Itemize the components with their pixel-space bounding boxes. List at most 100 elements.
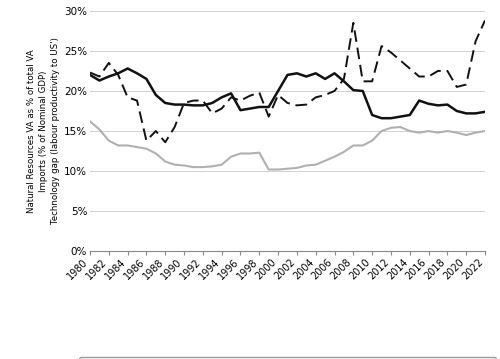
Import Propensity (Imports / GDP) bbox=[350, 21, 356, 25]
Technology Gap (productivity) bbox=[416, 130, 422, 135]
Import Propensity (Imports / GDP) bbox=[218, 106, 224, 111]
Natural Resources Value added intensity bbox=[218, 95, 224, 99]
Import Propensity (Imports / GDP) bbox=[398, 58, 404, 62]
Technology Gap (productivity) bbox=[181, 163, 187, 168]
Natural Resources Value added intensity bbox=[106, 74, 112, 79]
Technology Gap (productivity) bbox=[218, 163, 224, 167]
Technology Gap (productivity) bbox=[360, 143, 366, 148]
Legend: Natural Resources Value added intensity, Import Propensity (Imports / GDP), Tech: Natural Resources Value added intensity,… bbox=[79, 357, 496, 359]
Technology Gap (productivity) bbox=[190, 165, 196, 169]
Import Propensity (Imports / GDP) bbox=[200, 98, 206, 103]
Import Propensity (Imports / GDP) bbox=[322, 93, 328, 97]
Natural Resources Value added intensity bbox=[398, 115, 404, 119]
Import Propensity (Imports / GDP) bbox=[312, 95, 318, 99]
Import Propensity (Imports / GDP) bbox=[162, 140, 168, 144]
Natural Resources Value added intensity bbox=[294, 71, 300, 75]
Technology Gap (productivity) bbox=[472, 130, 478, 135]
Technology Gap (productivity) bbox=[407, 129, 413, 133]
Natural Resources Value added intensity bbox=[153, 93, 159, 97]
Natural Resources Value added intensity bbox=[284, 73, 290, 77]
Y-axis label: Natural Resources VA as % of total VA
Imports (% of Nominal GDP)
Technology gap : Natural Resources VA as % of total VA Im… bbox=[28, 38, 60, 224]
Technology Gap (productivity) bbox=[463, 133, 469, 137]
Technology Gap (productivity) bbox=[435, 130, 441, 135]
Import Propensity (Imports / GDP) bbox=[360, 79, 366, 84]
Technology Gap (productivity) bbox=[144, 146, 150, 151]
Natural Resources Value added intensity bbox=[350, 88, 356, 92]
Import Propensity (Imports / GDP) bbox=[181, 101, 187, 105]
Import Propensity (Imports / GDP) bbox=[284, 101, 290, 105]
Import Propensity (Imports / GDP) bbox=[388, 50, 394, 55]
Natural Resources Value added intensity bbox=[190, 103, 196, 108]
Natural Resources Value added intensity bbox=[181, 102, 187, 107]
Natural Resources Value added intensity bbox=[407, 113, 413, 117]
Technology Gap (productivity) bbox=[124, 143, 130, 148]
Natural Resources Value added intensity bbox=[162, 101, 168, 105]
Import Propensity (Imports / GDP) bbox=[463, 82, 469, 87]
Natural Resources Value added intensity bbox=[144, 77, 150, 81]
Technology Gap (productivity) bbox=[106, 139, 112, 143]
Technology Gap (productivity) bbox=[162, 159, 168, 164]
Natural Resources Value added intensity bbox=[200, 103, 206, 108]
Natural Resources Value added intensity bbox=[134, 71, 140, 75]
Import Propensity (Imports / GDP) bbox=[266, 115, 272, 119]
Natural Resources Value added intensity bbox=[322, 77, 328, 81]
Import Propensity (Imports / GDP) bbox=[472, 39, 478, 43]
Technology Gap (productivity) bbox=[332, 154, 338, 159]
Natural Resources Value added intensity bbox=[332, 71, 338, 75]
Technology Gap (productivity) bbox=[275, 167, 281, 172]
Technology Gap (productivity) bbox=[304, 163, 310, 168]
Technology Gap (productivity) bbox=[172, 163, 177, 167]
Import Propensity (Imports / GDP) bbox=[134, 98, 140, 103]
Natural Resources Value added intensity bbox=[463, 111, 469, 116]
Import Propensity (Imports / GDP) bbox=[153, 129, 159, 133]
Natural Resources Value added intensity bbox=[210, 101, 216, 105]
Import Propensity (Imports / GDP) bbox=[294, 103, 300, 108]
Natural Resources Value added intensity bbox=[482, 109, 488, 114]
Technology Gap (productivity) bbox=[134, 145, 140, 149]
Import Propensity (Imports / GDP) bbox=[426, 74, 432, 79]
Technology Gap (productivity) bbox=[256, 150, 262, 155]
Technology Gap (productivity) bbox=[247, 151, 253, 156]
Natural Resources Value added intensity bbox=[454, 109, 460, 113]
Technology Gap (productivity) bbox=[312, 163, 318, 167]
Technology Gap (productivity) bbox=[454, 130, 460, 135]
Line: Natural Resources Value added intensity: Natural Resources Value added intensity bbox=[90, 69, 485, 118]
Technology Gap (productivity) bbox=[444, 129, 450, 133]
Technology Gap (productivity) bbox=[398, 125, 404, 129]
Natural Resources Value added intensity bbox=[228, 91, 234, 95]
Import Propensity (Imports / GDP) bbox=[190, 98, 196, 103]
Technology Gap (productivity) bbox=[153, 151, 159, 156]
Technology Gap (productivity) bbox=[294, 166, 300, 170]
Technology Gap (productivity) bbox=[200, 165, 206, 169]
Import Propensity (Imports / GDP) bbox=[256, 90, 262, 95]
Technology Gap (productivity) bbox=[87, 119, 93, 123]
Technology Gap (productivity) bbox=[378, 129, 384, 133]
Import Propensity (Imports / GDP) bbox=[228, 95, 234, 99]
Natural Resources Value added intensity bbox=[304, 74, 310, 79]
Technology Gap (productivity) bbox=[482, 129, 488, 133]
Natural Resources Value added intensity bbox=[87, 73, 93, 77]
Import Propensity (Imports / GDP) bbox=[172, 125, 177, 129]
Import Propensity (Imports / GDP) bbox=[238, 98, 244, 103]
Natural Resources Value added intensity bbox=[124, 66, 130, 71]
Technology Gap (productivity) bbox=[388, 126, 394, 130]
Import Propensity (Imports / GDP) bbox=[210, 111, 216, 116]
Natural Resources Value added intensity bbox=[444, 102, 450, 107]
Import Propensity (Imports / GDP) bbox=[124, 95, 130, 99]
Natural Resources Value added intensity bbox=[238, 108, 244, 112]
Import Propensity (Imports / GDP) bbox=[115, 73, 121, 77]
Import Propensity (Imports / GDP) bbox=[96, 74, 102, 79]
Technology Gap (productivity) bbox=[210, 164, 216, 168]
Natural Resources Value added intensity bbox=[115, 71, 121, 75]
Natural Resources Value added intensity bbox=[416, 98, 422, 103]
Natural Resources Value added intensity bbox=[341, 79, 347, 84]
Natural Resources Value added intensity bbox=[172, 102, 177, 107]
Technology Gap (productivity) bbox=[115, 143, 121, 148]
Natural Resources Value added intensity bbox=[96, 78, 102, 83]
Technology Gap (productivity) bbox=[284, 167, 290, 171]
Import Propensity (Imports / GDP) bbox=[444, 69, 450, 73]
Import Propensity (Imports / GDP) bbox=[435, 69, 441, 73]
Technology Gap (productivity) bbox=[238, 151, 244, 156]
Import Propensity (Imports / GDP) bbox=[87, 70, 93, 75]
Natural Resources Value added intensity bbox=[266, 105, 272, 109]
